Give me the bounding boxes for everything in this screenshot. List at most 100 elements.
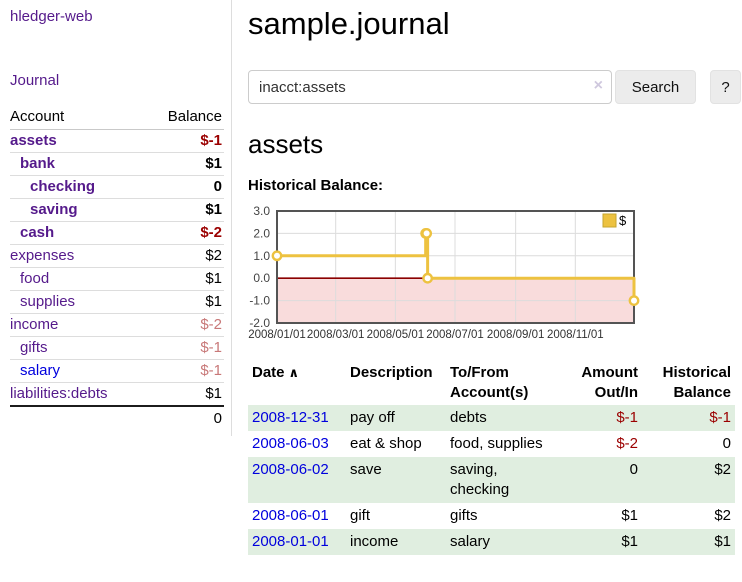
transaction-accounts: salary	[450, 533, 491, 550]
account-row: income $-2	[10, 313, 224, 337]
account-balance: $-1	[146, 359, 224, 383]
transaction-date-link[interactable]: 2008-06-02	[252, 461, 329, 478]
register-header-amount: Amount Out/In	[581, 364, 638, 401]
account-heading: assets	[248, 129, 324, 159]
svg-text:2008/03/01: 2008/03/01	[307, 329, 365, 341]
transaction-amount: $-2	[616, 435, 638, 452]
account-row: expenses $2	[10, 244, 224, 268]
accounts-table: Account Balance assets $-1 bank $1 checking 0…	[10, 106, 224, 430]
transaction-description: gift	[350, 507, 371, 524]
account-link[interactable]: bank	[20, 155, 56, 172]
account-link[interactable]: food	[20, 270, 50, 287]
transaction-balance: 0	[722, 435, 731, 452]
transaction-date-link[interactable]: 2008-06-03	[252, 435, 329, 452]
transaction-description: income	[350, 533, 399, 550]
accounts-header-account: Account	[10, 106, 147, 130]
accounts-header-balance: Balance	[146, 106, 224, 130]
account-link[interactable]: income	[10, 316, 59, 333]
svg-text:2.0: 2.0	[253, 226, 270, 240]
register-header-description: Description	[350, 364, 433, 381]
account-link[interactable]: saving	[30, 201, 78, 218]
account-row: liabilities:debts $1	[10, 382, 224, 406]
transaction-date-link[interactable]: 2008-06-01	[252, 507, 329, 524]
account-row: checking 0	[10, 175, 224, 199]
account-link[interactable]: expenses	[10, 247, 75, 264]
help-button[interactable]: ?	[710, 70, 741, 104]
transaction-date-link[interactable]: 2008-12-31	[252, 409, 329, 426]
svg-text:2008/07/01: 2008/07/01	[426, 329, 484, 341]
legend-swatch	[602, 213, 617, 228]
register-header-balance: Historical Balance	[662, 364, 731, 401]
account-link[interactable]: checking	[30, 178, 96, 195]
transaction-balance: $1	[714, 533, 731, 550]
clear-search-icon[interactable]: ×	[593, 77, 603, 94]
register-row: 2008-12-31 pay off debts $-1 $-1	[248, 405, 735, 431]
svg-text:2008/09/01: 2008/09/01	[487, 329, 545, 341]
chart-title: Historical Balance:	[248, 177, 384, 194]
account-row: saving $1	[10, 198, 224, 222]
svg-text:2008/01/01: 2008/01/01	[248, 329, 306, 341]
register-row: 2008-06-03 eat & shop food, supplies $-2 0	[248, 431, 735, 457]
account-balance: $2	[146, 244, 224, 268]
sidebar: hledger-web Journal Account Balance asse…	[0, 0, 232, 436]
account-balance: $-1	[146, 336, 224, 360]
account-balance: $1	[146, 382, 224, 406]
transaction-balance: $-1	[709, 409, 731, 426]
account-balance: $-1	[200, 132, 222, 149]
account-row: salary $-1	[10, 359, 224, 383]
page-title: sample.journal	[248, 6, 450, 41]
account-balance: $-2	[146, 313, 224, 337]
sort-ascending-icon: ∧	[288, 365, 300, 380]
accounts-total-value: 0	[146, 405, 224, 430]
account-link[interactable]: supplies	[20, 293, 76, 310]
brand-link[interactable]: hledger-web	[10, 8, 93, 25]
svg-text:0.0: 0.0	[253, 271, 270, 285]
transaction-balance: $2	[714, 461, 731, 478]
account-link[interactable]: salary	[20, 362, 61, 379]
register-row: 2008-06-02 save saving, checking 0 $2	[248, 457, 735, 503]
main-content: sample.journal × Search ? assets Histori…	[248, 0, 742, 555]
historical-balance-chart: $3.0 2.0 1.0 0.0 -1.0 -2.0 2008/01/01 2008/03/0…	[242, 204, 742, 346]
account-row: food $1	[10, 267, 224, 291]
account-row: assets $-1	[10, 130, 224, 153]
account-balance: $-2	[146, 221, 224, 245]
account-balance: $1	[146, 290, 224, 314]
account-link[interactable]: cash	[20, 224, 55, 241]
search-bar: × Search ?	[248, 70, 742, 104]
svg-text:-2.0: -2.0	[249, 316, 270, 330]
account-balance: $1	[146, 267, 224, 291]
account-balance: 0	[146, 175, 224, 199]
transaction-description: save	[350, 461, 382, 478]
account-link[interactable]: assets	[10, 132, 57, 149]
transaction-amount: 0	[629, 461, 638, 478]
transaction-accounts: gifts	[450, 507, 478, 524]
accounts-total-row: 0	[10, 405, 224, 430]
legend-label: $	[619, 213, 627, 228]
transaction-accounts: food, supplies	[450, 435, 543, 452]
transaction-accounts: saving, checking	[450, 461, 510, 498]
sidebar-item-journal[interactable]: Journal	[10, 72, 60, 89]
account-row: supplies $1	[10, 290, 224, 314]
account-balance: $1	[146, 152, 224, 176]
transaction-amount: $-1	[616, 409, 638, 426]
account-balance: $1	[146, 198, 224, 222]
account-row: gifts $-1	[10, 336, 224, 360]
svg-text:-1.0: -1.0	[249, 294, 270, 308]
svg-text:1.0: 1.0	[253, 249, 270, 263]
transaction-description: eat & shop	[350, 435, 422, 452]
account-link[interactable]: gifts	[20, 339, 48, 356]
transaction-date-link[interactable]: 2008-01-01	[252, 533, 329, 550]
account-row: cash $-2	[10, 221, 224, 245]
transaction-description: pay off	[350, 409, 395, 426]
transaction-amount: $1	[621, 533, 638, 550]
search-input[interactable]	[248, 70, 612, 104]
account-row: bank $1	[10, 152, 224, 176]
register-header-accounts: To/From Account(s)	[450, 364, 529, 401]
search-button[interactable]: Search	[615, 70, 696, 104]
transaction-accounts: debts	[450, 409, 487, 426]
transaction-amount: $1	[621, 507, 638, 524]
account-link[interactable]: liabilities:debts	[10, 385, 108, 402]
register-header-date[interactable]: Date ∧	[252, 364, 300, 381]
